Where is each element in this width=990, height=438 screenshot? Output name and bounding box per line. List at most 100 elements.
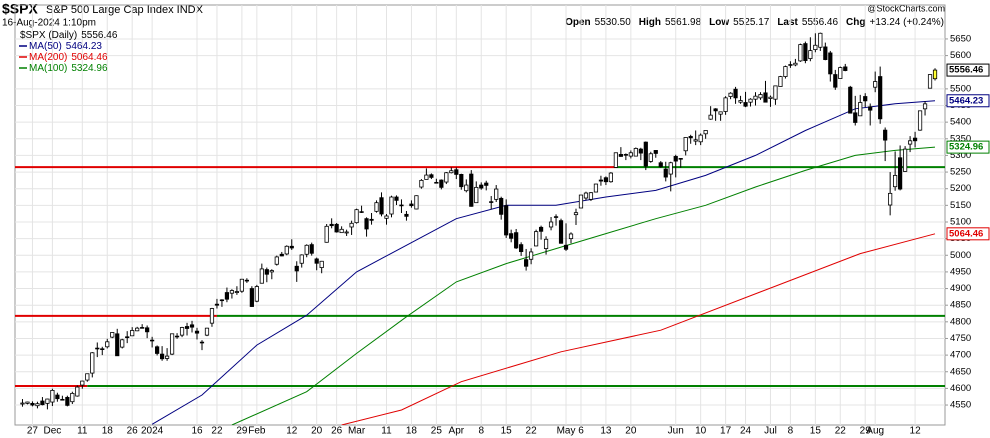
candle-body (843, 66, 848, 71)
candle-body (853, 112, 858, 123)
candle-body (728, 92, 733, 97)
candle-body (898, 157, 903, 190)
candle-body (912, 137, 918, 142)
ma-value-label-box (946, 140, 990, 154)
candle-body (484, 182, 489, 186)
candle-body (683, 137, 688, 152)
symbol: $SPX (2, 1, 38, 17)
legend-price: $SPX (Daily) 5556.46 (20, 30, 118, 41)
y-tick-label: 5000 (950, 250, 971, 261)
x-tick-label: Dec (44, 426, 62, 437)
candle-body (748, 98, 753, 103)
ma-value-label-box (946, 94, 990, 108)
y-tick-label: 4750 (950, 333, 971, 344)
candle-body (324, 225, 329, 243)
candle-body (299, 254, 304, 264)
candle-body (883, 129, 888, 141)
candle-body (364, 218, 369, 230)
candle-body (543, 238, 549, 250)
candle-body (927, 74, 933, 89)
candle-body (45, 398, 50, 404)
candle-body (763, 92, 768, 103)
candle-body (479, 184, 484, 189)
candle-body (638, 148, 643, 154)
x-tick-label: 22 (211, 426, 223, 437)
candle-body (374, 202, 379, 212)
candle-body (105, 341, 110, 348)
x-tick-label: 29 (860, 426, 872, 437)
candle-body (678, 158, 683, 160)
candle-body (768, 96, 773, 99)
y-tick-label: 5500 (950, 83, 971, 94)
candle-body (199, 341, 205, 344)
candle-body (145, 327, 150, 333)
candle-body (289, 245, 294, 249)
candle-body (738, 100, 743, 103)
x-tick-label: 2024 (141, 426, 164, 437)
x-tick-label: 22 (835, 426, 847, 437)
x-tick-label: 20 (625, 426, 637, 437)
legend-value: 5064.46 (71, 52, 108, 63)
legend-value: 5556.46 (81, 30, 118, 41)
candle-body (194, 330, 200, 334)
candle-body (419, 179, 424, 188)
candle-body (778, 76, 783, 87)
candle-body (399, 204, 404, 207)
x-tick-label: 24 (740, 426, 752, 437)
candle-body (369, 218, 374, 221)
candle-body (494, 188, 499, 200)
legend-name: MA(50) (29, 41, 62, 52)
candle-body (35, 403, 40, 407)
ma-value-label: 5064.46 (949, 228, 983, 239)
candle-body (893, 174, 898, 188)
candle-body (673, 156, 678, 162)
candle-body (489, 201, 494, 203)
candle-body (269, 270, 274, 273)
candle-body (509, 233, 514, 239)
candle-body (65, 396, 70, 406)
candle-body (932, 69, 938, 80)
x-tick-label: 26 (127, 426, 139, 437)
candle-body (239, 278, 244, 292)
candle-body (499, 197, 504, 215)
x-tick-label: Jul (764, 426, 777, 437)
candle-body (703, 130, 708, 135)
candle-body (608, 172, 613, 183)
x-tick-label: 17 (720, 426, 732, 437)
candle-body (563, 244, 569, 250)
candle-body (464, 184, 469, 192)
candle-body (244, 279, 249, 282)
date: 16-Aug-2024 1:10pm (2, 18, 96, 29)
candle-body (184, 326, 190, 329)
candle-body (319, 260, 324, 268)
candle-body (454, 169, 459, 175)
candle-body (863, 96, 868, 102)
candle-body (189, 324, 195, 328)
candle-body (434, 181, 439, 184)
candle-body (140, 327, 145, 329)
candle-body (788, 64, 793, 66)
candle-body (359, 211, 364, 213)
y-tick-label: 4800 (950, 316, 971, 327)
candle-body (558, 220, 564, 244)
quote-value: 5561.98 (665, 17, 702, 28)
candle-body (259, 268, 264, 284)
y-tick-label: 5200 (950, 183, 971, 194)
candle-body (30, 402, 35, 406)
candle-body (294, 265, 299, 272)
ma-value-label: 5324.96 (949, 142, 983, 153)
ma-line (231, 146, 936, 425)
plot-frame (14, 4, 946, 426)
candle-body (658, 162, 663, 168)
candle-body (344, 231, 349, 234)
ma-line (341, 233, 936, 425)
candle-body (773, 85, 778, 100)
candle-body (538, 226, 544, 232)
candle-body (813, 44, 818, 50)
x-tick-label: May (557, 426, 576, 437)
x-tick-label: 29 (236, 426, 248, 437)
candle-body (713, 108, 718, 112)
quote-value: +13.24 (+0.24%) (870, 17, 945, 28)
candle-body (284, 245, 289, 255)
